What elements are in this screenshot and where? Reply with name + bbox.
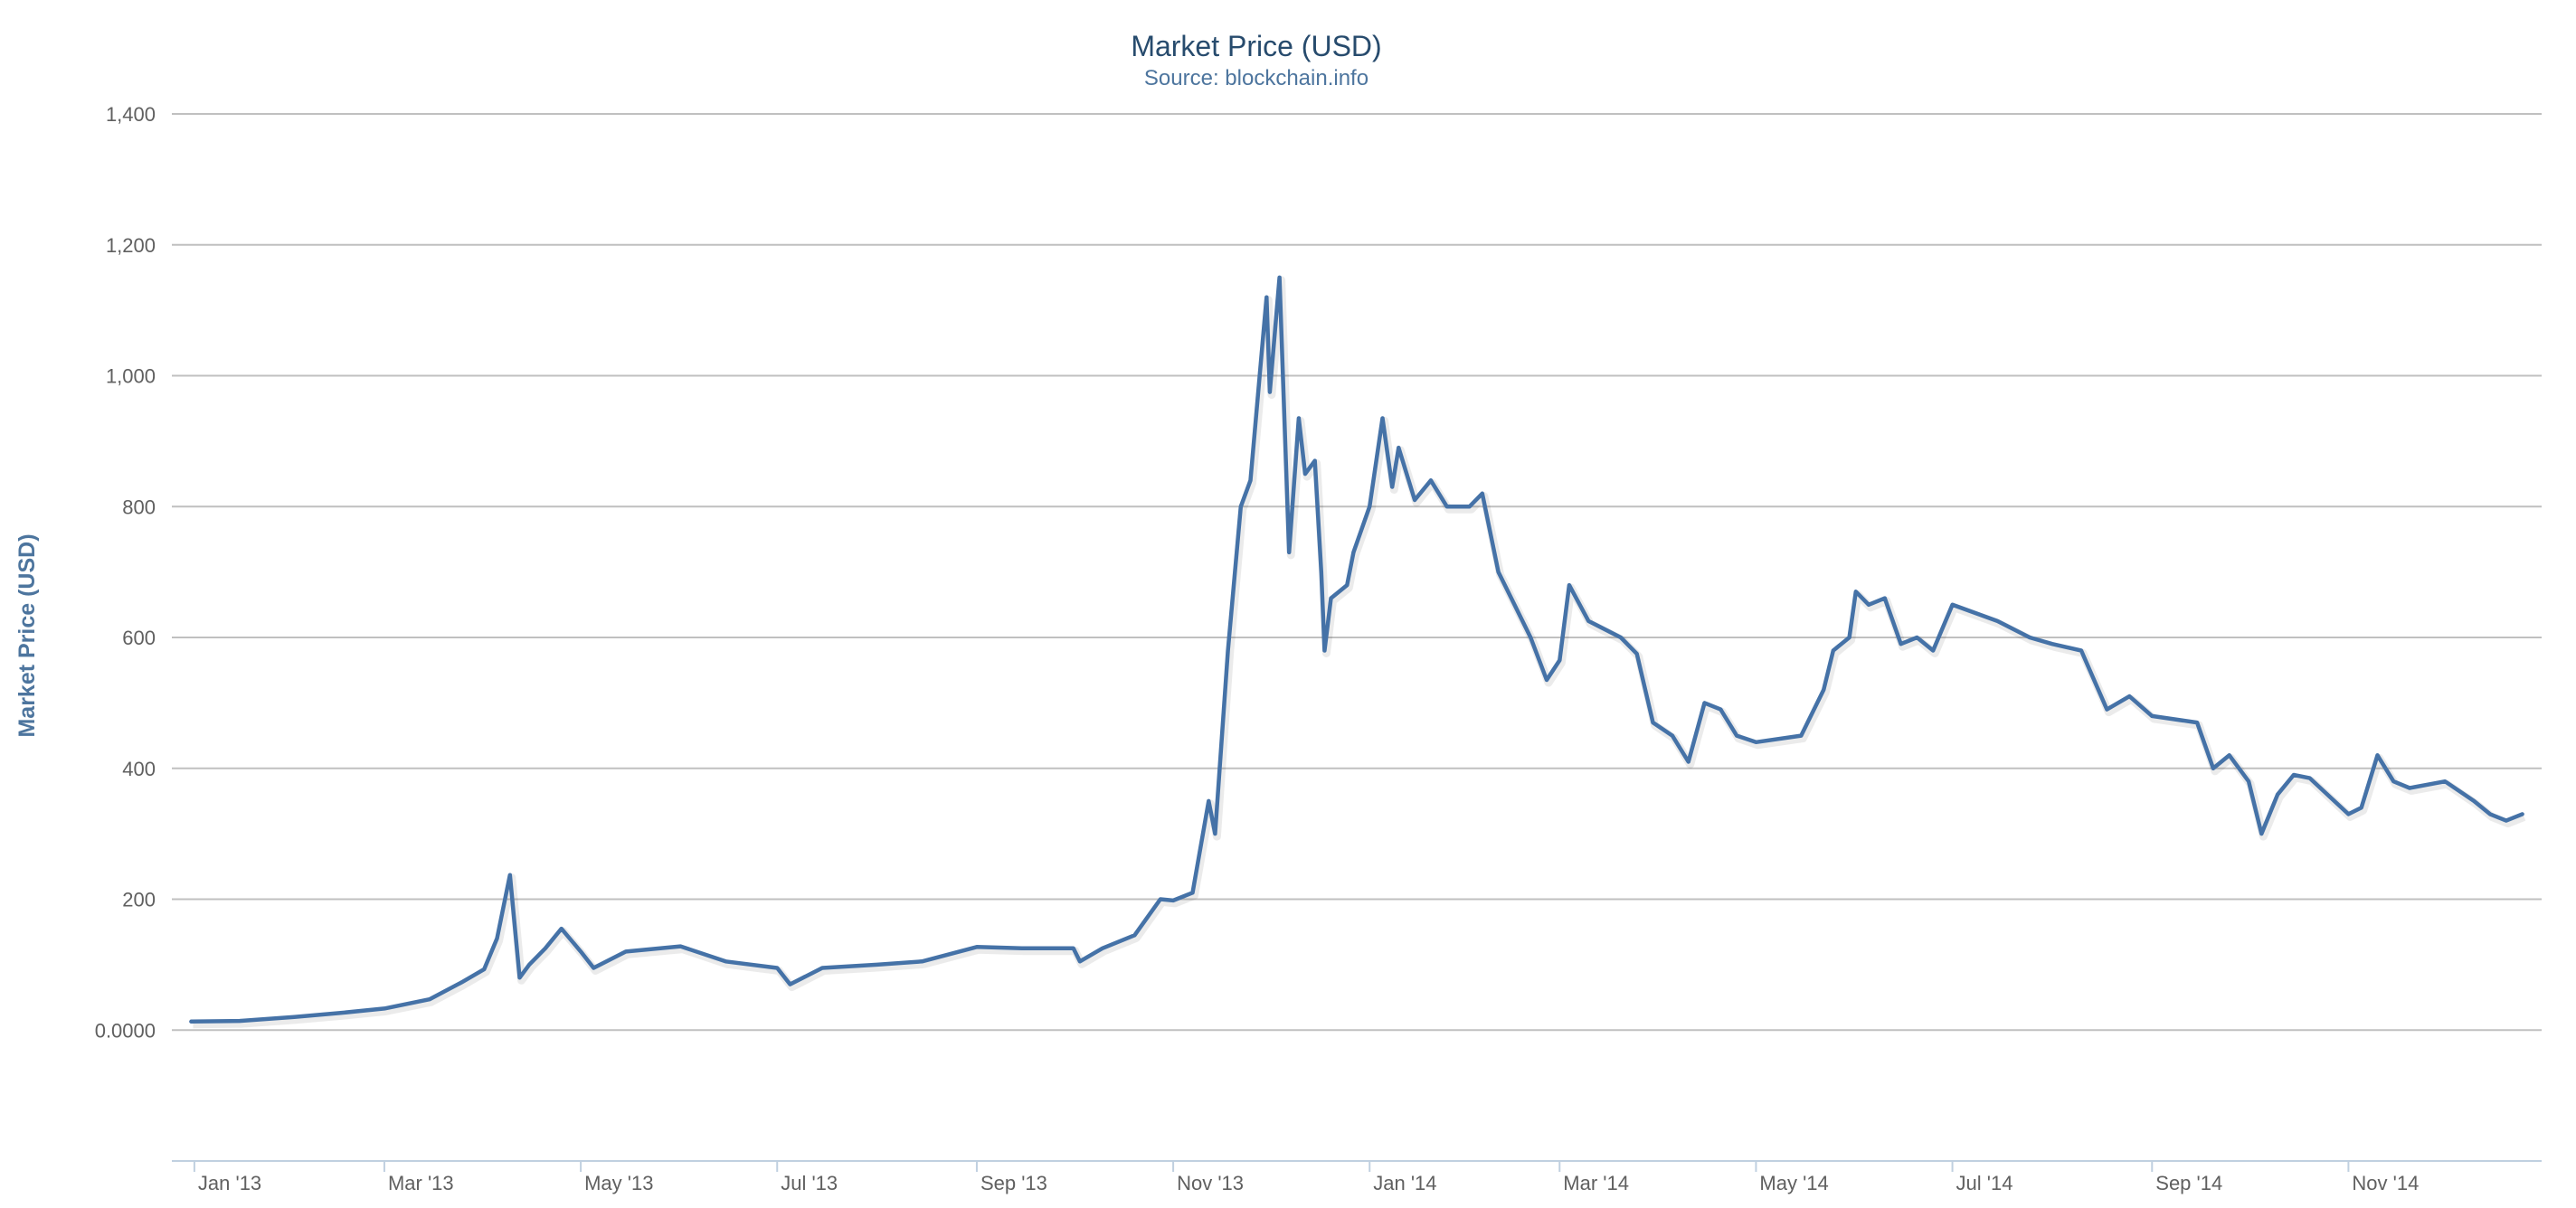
y-tick-label: 0.0000 xyxy=(95,1019,156,1042)
chart-subtitle: Source: blockchain.info xyxy=(1144,66,1368,90)
x-tick-label: May '13 xyxy=(584,1172,653,1194)
y-tick-label: 1,200 xyxy=(106,234,156,257)
x-tick-label: May '14 xyxy=(1759,1172,1828,1194)
x-tick-label: Mar '13 xyxy=(388,1172,454,1194)
y-tick-label: 800 xyxy=(122,495,156,518)
x-tick-label: Nov '13 xyxy=(1177,1172,1244,1194)
y-axis-label: Market Price (USD) xyxy=(14,533,40,737)
y-axis-ticks: 0.0000 200 400 600 800 1,000 1,200 1,400 xyxy=(95,103,156,1042)
x-tick-label: Jan '13 xyxy=(198,1172,261,1194)
y-tick-label: 600 xyxy=(122,627,156,649)
y-tick-label: 1,400 xyxy=(106,103,156,126)
price-series-line xyxy=(189,275,2524,1024)
x-tick-label: Jul '14 xyxy=(1956,1172,2013,1194)
x-tick-label: Sep '14 xyxy=(2155,1172,2222,1194)
y-tick-label: 1,000 xyxy=(106,365,156,388)
x-axis: Jan '13 Mar '13 May '13 Jul '13 Sep '13 Nov '… xyxy=(172,1160,2542,1194)
y-tick-label: 200 xyxy=(122,889,156,911)
series-shadow xyxy=(193,276,2526,1029)
grid-lines xyxy=(172,113,2542,1032)
y-tick-label: 400 xyxy=(122,758,156,780)
x-tick-label: Sep '13 xyxy=(980,1172,1047,1194)
x-tick-label: Nov '14 xyxy=(2352,1172,2419,1194)
x-tick-label: Jan '14 xyxy=(1373,1172,1436,1194)
chart-title: Market Price (USD) xyxy=(1131,30,1381,62)
x-tick-label: Jul '13 xyxy=(781,1172,838,1194)
series-layer xyxy=(189,275,2526,1029)
x-tick-label: Mar '14 xyxy=(1563,1172,1629,1194)
